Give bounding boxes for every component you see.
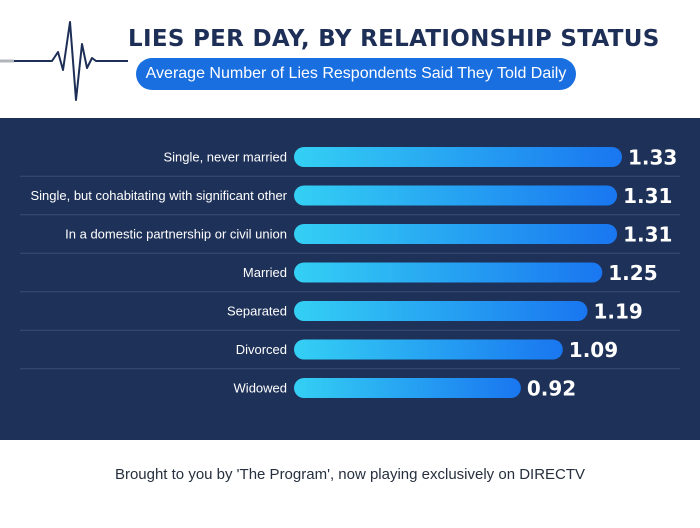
chart-title: LIES PER DAY, BY RELATIONSHIP STATUS	[128, 26, 660, 52]
bar-chart: Single, never married 1.33 Single, but coh…	[20, 146, 680, 401]
category-label: Single, but cohabitating with significan…	[30, 188, 287, 203]
bar	[294, 301, 588, 321]
bar	[294, 339, 563, 360]
category-label: Married	[243, 265, 287, 280]
value-label: 1.19	[593, 300, 642, 324]
category-label: Separated	[227, 304, 287, 319]
category-label: In a domestic partnership or civil union	[65, 227, 287, 242]
category-label: Widowed	[234, 381, 287, 396]
header: LIES PER DAY, BY RELATIONSHIP STATUS Ave…	[0, 0, 700, 118]
bar	[294, 224, 618, 244]
bar	[294, 147, 622, 167]
value-label: 1.09	[569, 338, 618, 362]
value-label: 1.31	[623, 223, 672, 247]
heartbeat-line-icon	[0, 21, 128, 101]
bar	[294, 262, 603, 283]
category-label: Single, never married	[163, 150, 287, 165]
footer-credit: Brought to you by 'The Program', now pla…	[114, 466, 586, 483]
bar	[294, 378, 521, 398]
value-label: 1.33	[628, 146, 677, 170]
chart-panel: Single, never married 1.33 Single, but coh…	[0, 118, 700, 440]
value-label: 1.25	[608, 261, 657, 285]
bar	[294, 185, 618, 206]
value-label: 1.31	[623, 184, 672, 208]
chart-subtitle: Average Number of Lies Respondents Said …	[145, 65, 567, 82]
subtitle-pill: Average Number of Lies Respondents Said …	[136, 58, 576, 90]
category-label: Divorced	[236, 342, 287, 357]
value-label: 0.92	[527, 377, 576, 401]
